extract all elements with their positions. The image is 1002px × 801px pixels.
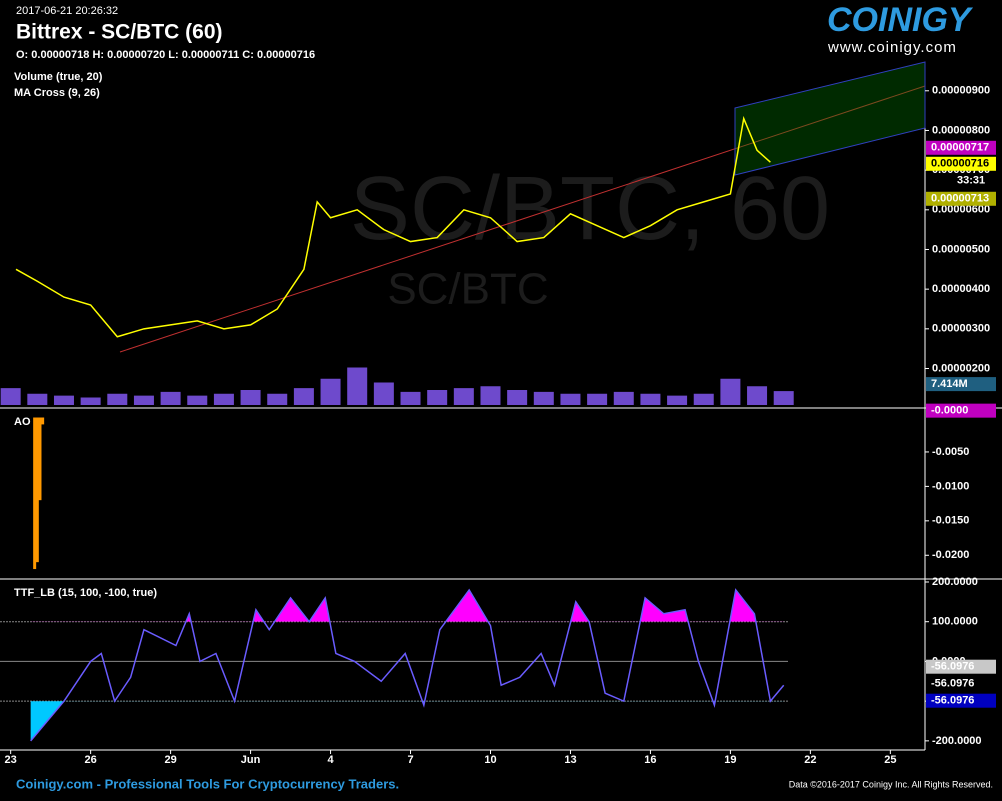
bar [373, 382, 394, 405]
value-label-box [926, 377, 996, 392]
footer-right: Data ©2016-2017 Coinigy Inc. All Rights … [789, 779, 993, 789]
series-line [15, 115, 771, 338]
y-tick-label: -0.0200 [932, 549, 969, 561]
bar [533, 391, 554, 405]
bar [41, 417, 45, 425]
bar [320, 378, 341, 405]
watermark: SC/BTC, 60 [350, 159, 830, 259]
value-label-box [926, 676, 996, 691]
bar [27, 393, 48, 405]
bar [53, 395, 74, 405]
ohlc: O: 0.00000718 H: 0.00000720 L: 0.0000071… [16, 49, 315, 61]
bar [613, 391, 634, 405]
panel-title: AO [14, 416, 31, 428]
bar [38, 417, 42, 501]
bar [747, 386, 768, 405]
value-label: 7.414M [931, 378, 968, 390]
trend-line [119, 85, 926, 353]
y-tick-label: 0.00000400 [932, 283, 990, 295]
value-label: -0.0000 [931, 405, 968, 417]
series-line [30, 588, 785, 742]
value-label-box [926, 140, 996, 155]
bar [587, 393, 608, 405]
value-label: -56.0976 [931, 661, 974, 673]
bar [640, 393, 661, 405]
value-label-box [926, 659, 996, 674]
bar [0, 388, 21, 405]
footer-left: Coinigy.com - Professional Tools For Cry… [16, 776, 399, 791]
y-tick-label: -200.0000 [932, 735, 982, 747]
value-label-box [926, 403, 996, 418]
channel [734, 61, 926, 176]
bar [560, 393, 581, 405]
y-tick-label: 200.0000 [932, 576, 978, 588]
bar [347, 367, 368, 405]
y-tick-label: 100.0000 [932, 616, 978, 628]
bar [107, 393, 128, 405]
value-label-box [926, 191, 996, 206]
x-tick-label: 23 [5, 754, 17, 766]
bar [187, 395, 208, 405]
value-label: -56.0976 [931, 695, 974, 707]
bar [240, 390, 261, 405]
bar [213, 393, 234, 405]
bar [693, 393, 714, 405]
bar [293, 388, 314, 405]
chart-title: Bittrex - SC/BTC (60) [16, 21, 223, 44]
y-tick-label: -0.0100 [932, 480, 969, 492]
y-tick-label: 0.00000200 [932, 362, 990, 374]
x-tick-label: 10 [484, 754, 496, 766]
indicator-label: MA Cross (9, 26) [14, 87, 100, 99]
bar [133, 395, 154, 405]
value-label: 0.00000716 [931, 158, 989, 170]
bar [160, 391, 181, 405]
bar [400, 391, 421, 405]
y-tick-label: -0.0050 [932, 446, 969, 458]
x-tick-label: 19 [724, 754, 736, 766]
bar [667, 395, 688, 405]
x-tick-label: 26 [85, 754, 97, 766]
bar [35, 417, 39, 563]
bar [427, 390, 448, 405]
bar [773, 391, 794, 405]
y-tick-label: 0.00000500 [932, 243, 990, 255]
x-tick-label: 25 [884, 754, 896, 766]
indicator-label: Volume (true, 20) [14, 71, 103, 83]
y-tick-label: 0.00000900 [932, 85, 990, 97]
bar [80, 397, 101, 405]
value-label: 0.00000717 [931, 142, 989, 154]
x-tick-label: 7 [407, 754, 413, 766]
bar [33, 417, 37, 570]
x-tick-label: Jun [241, 754, 261, 766]
timestamp: 2017-06-21 20:26:32 [16, 5, 118, 17]
bar [507, 390, 528, 405]
panel-title: TTF_LB (15, 100, -100, true) [14, 587, 157, 599]
x-tick-label: 22 [804, 754, 816, 766]
x-tick-label: 13 [564, 754, 576, 766]
watermark-small: SC/BTC [387, 265, 548, 314]
value-label-box [926, 156, 996, 171]
x-tick-label: 29 [164, 754, 176, 766]
countdown: 33:31 [957, 175, 985, 187]
bar [480, 386, 501, 405]
website: www.coinigy.com [827, 39, 957, 56]
y-tick-label: 0.00000800 [932, 124, 990, 136]
x-tick-label: 4 [327, 754, 334, 766]
bar [267, 393, 288, 405]
y-tick-label: 0.00000600 [932, 204, 990, 216]
x-tick-label: 16 [644, 754, 656, 766]
y-tick-label: 0.00000300 [932, 323, 990, 335]
value-label-box [926, 693, 996, 708]
bar [720, 378, 741, 405]
value-label: -56.0976 [931, 678, 974, 690]
bar [453, 388, 474, 405]
logo: COINIGY [827, 1, 974, 39]
value-label: 0.00000713 [931, 193, 989, 205]
y-tick-label: -0.0150 [932, 515, 969, 527]
